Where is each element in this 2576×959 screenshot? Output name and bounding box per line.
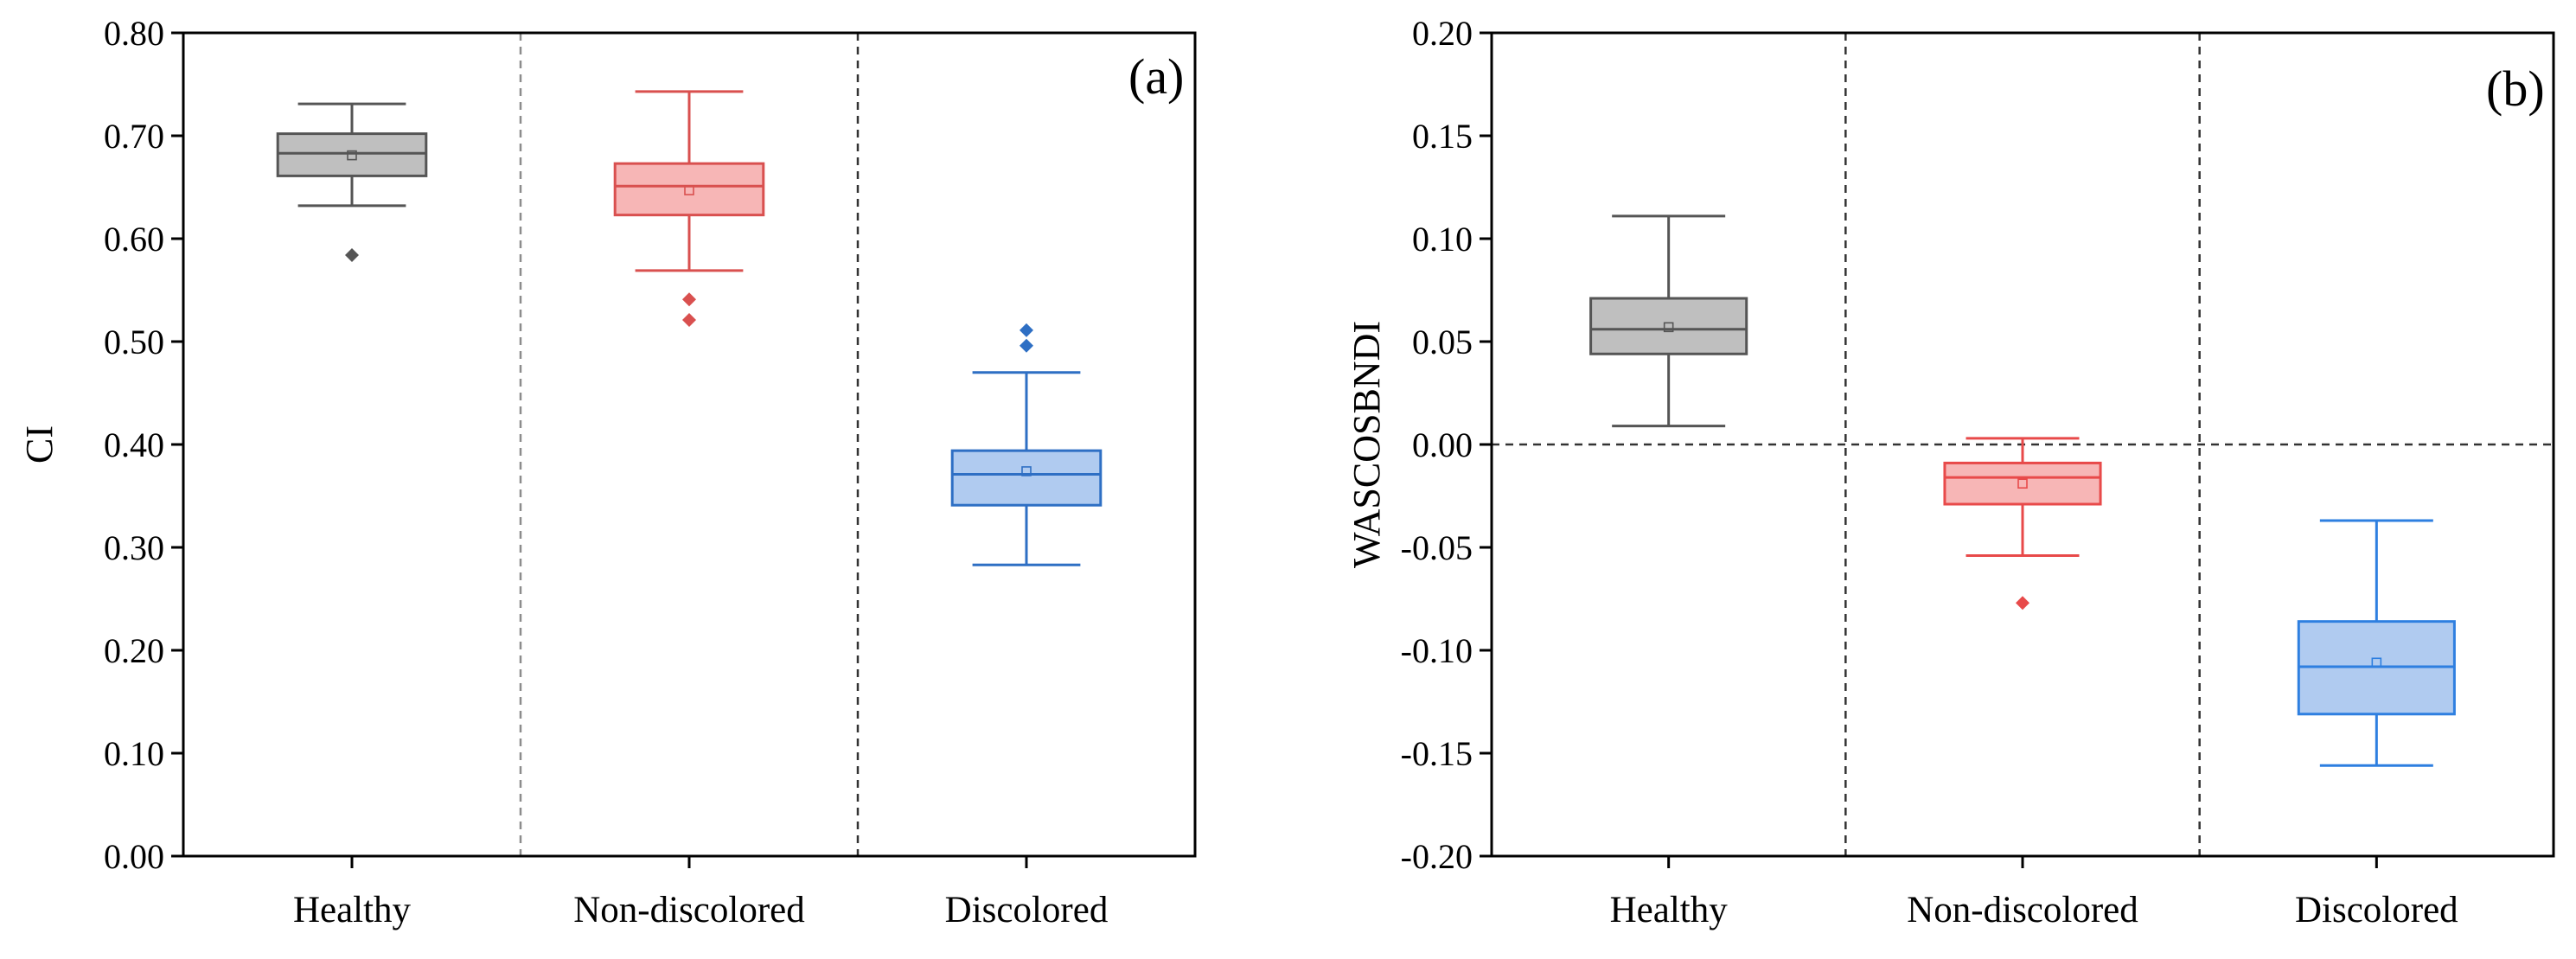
- box-healthy: [1589, 214, 1748, 428]
- x-tick-label: Discolored: [945, 890, 1109, 930]
- box-discolored: [2297, 519, 2456, 767]
- mean-marker: [684, 185, 694, 195]
- outlier-point: [345, 248, 359, 263]
- mean-marker: [347, 150, 357, 161]
- iqr-box: [950, 449, 1103, 507]
- y-tick-label: 0.70: [104, 117, 164, 156]
- x-tick-label: Healthy: [1610, 890, 1729, 930]
- y-tick-label: 0.20: [104, 631, 164, 670]
- outlier-point: [1020, 323, 1033, 337]
- outlier-point: [682, 313, 696, 328]
- outlier-point: [682, 292, 696, 307]
- y-tick-label: 0.60: [104, 220, 164, 259]
- x-tick-label: Non-discolored: [573, 890, 805, 930]
- y-tick-label: 0.05: [1412, 323, 1473, 361]
- mean-marker: [1663, 322, 1674, 333]
- y-tick-label: -0.10: [1401, 631, 1473, 670]
- iqr-box: [1943, 461, 2102, 506]
- iqr-box: [276, 132, 428, 177]
- box-non-discolored: [1943, 437, 2102, 611]
- y-tick-label: 0.00: [1412, 425, 1473, 464]
- x-tick-label: Healthy: [293, 890, 412, 930]
- y-tick-label: 0.00: [104, 837, 164, 876]
- mean-marker: [2371, 657, 2382, 668]
- box-healthy: [276, 102, 428, 263]
- x-tick-label: Non-discolored: [1907, 890, 2138, 930]
- y-axis-title: WASCOSBNDI: [1346, 321, 1388, 568]
- y-tick-label: 0.10: [1412, 220, 1473, 259]
- y-tick-label: -0.20: [1401, 837, 1473, 876]
- y-tick-label: 0.50: [104, 323, 164, 361]
- outlier-point: [2016, 596, 2029, 611]
- mean-marker: [1021, 466, 1032, 476]
- y-tick-label: 0.20: [1412, 14, 1473, 53]
- chart-panel-a: 0.00 0.10 0.20 0.30 0.40 0.50 0.60 0.70 0.80 Heal…: [18, 14, 1197, 930]
- y-tick-label: 0.30: [104, 528, 164, 567]
- y-axis-title: CI: [18, 425, 61, 464]
- y-tick-label: 0.15: [1412, 117, 1473, 156]
- y-tick-label: 0.10: [104, 734, 164, 773]
- iqr-box: [1589, 297, 1748, 355]
- panel-label: (b): [2486, 61, 2545, 117]
- y-tick-label: -0.15: [1401, 734, 1473, 773]
- y-tick-label: -0.05: [1401, 528, 1473, 567]
- x-tick-label: Discolored: [2295, 890, 2458, 930]
- y-tick-label: 0.80: [104, 14, 164, 53]
- iqr-box: [613, 162, 765, 217]
- box-discolored: [950, 323, 1103, 566]
- y-tick-label: 0.40: [104, 425, 164, 464]
- mean-marker: [2017, 478, 2028, 489]
- chart-panel-b: -0.20 -0.15 -0.10 -0.05 0.00 0.05 0.10 0.15 0.20…: [1346, 14, 2555, 930]
- outlier-point: [1020, 338, 1033, 353]
- box-non-discolored: [613, 90, 765, 328]
- panel-label: (a): [1128, 48, 1184, 105]
